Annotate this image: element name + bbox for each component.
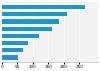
Bar (2, 41, 28, 45)
Bar (2, 55, 18, 60)
Bar (2, 48, 23, 52)
Bar (2, 12, 67, 16)
Bar (2, 19, 59, 24)
Bar (2, 5, 85, 9)
Bar (2, 34, 38, 38)
Bar (2, 27, 52, 31)
